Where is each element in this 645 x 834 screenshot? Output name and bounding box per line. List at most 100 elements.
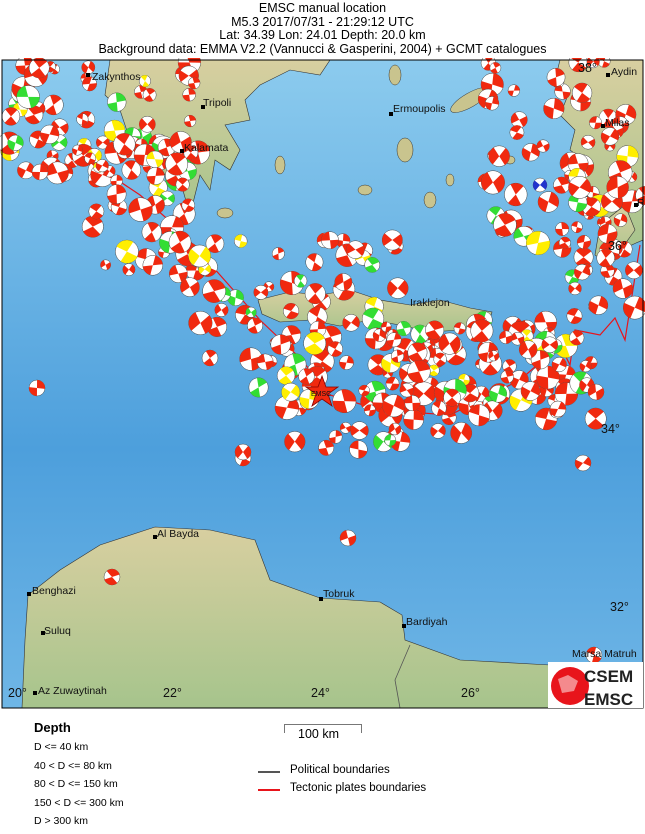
place-kalamata: Kalamata bbox=[184, 142, 229, 154]
focal-mechanism-icon bbox=[387, 277, 409, 299]
focal-mechanism-icon bbox=[504, 182, 528, 207]
focal-mechanism-icon bbox=[425, 320, 445, 340]
focal-mechanism-icon bbox=[39, 124, 60, 145]
focal-mechanism-icon bbox=[181, 198, 195, 212]
focal-mechanism-icon bbox=[399, 382, 415, 398]
focal-mechanism-icon bbox=[622, 295, 645, 320]
focal-mechanism-icon bbox=[571, 82, 593, 103]
focal-mechanism-icon bbox=[256, 353, 274, 371]
focal-mechanism-icon bbox=[543, 97, 565, 120]
focal-mechanism-icon bbox=[342, 314, 360, 332]
focal-mechanism-icon bbox=[17, 161, 35, 180]
focal-mechanism-icon bbox=[510, 111, 528, 129]
focal-mechanism-icon bbox=[361, 307, 385, 330]
focal-mechanism-icon bbox=[551, 356, 567, 373]
focal-mechanism-icon bbox=[549, 400, 567, 418]
logo-bottom-text: EMSC bbox=[584, 690, 633, 708]
focal-mechanisms bbox=[0, 58, 645, 664]
focal-mechanism-icon bbox=[431, 400, 447, 416]
focal-mechanism-icon bbox=[390, 431, 411, 452]
scale-bar bbox=[284, 724, 362, 733]
focal-mechanism-icon bbox=[613, 213, 628, 227]
focal-mechanism-icon bbox=[84, 152, 97, 165]
focal-mechanism-icon bbox=[271, 247, 285, 261]
focal-mechanism-icon bbox=[381, 229, 403, 251]
csem-emsc-logo: CSEM EMSC bbox=[548, 662, 643, 709]
place-al-bayda: Al Bayda bbox=[157, 528, 199, 540]
focal-mechanism-icon bbox=[510, 331, 525, 346]
focal-mechanism-icon bbox=[588, 295, 609, 315]
lat-label-38: 38° bbox=[578, 61, 597, 75]
focal-mechanism-icon bbox=[568, 58, 588, 73]
place-labels: Zakynthos Tripoli Kalamata Ermoupolis Ay… bbox=[27, 66, 645, 697]
focal-mechanism-icon bbox=[580, 134, 596, 150]
focal-mechanism-icon bbox=[28, 379, 46, 397]
focal-mechanism-icon bbox=[568, 176, 591, 199]
focal-mechanism-icon bbox=[202, 279, 226, 303]
focal-mechanism-icon bbox=[470, 319, 494, 343]
focal-mechanism-icon bbox=[428, 364, 440, 377]
logo-top-text: CSEM bbox=[584, 667, 633, 686]
focal-mechanism-icon bbox=[81, 215, 104, 238]
focal-mechanism-icon bbox=[304, 283, 326, 305]
lat-label-32: 32° bbox=[610, 600, 629, 614]
focal-mechanism-icon bbox=[555, 222, 570, 236]
focal-mechanism-icon bbox=[587, 383, 605, 401]
focal-mechanism-icon bbox=[122, 263, 136, 276]
event-info: M5.3 2017/07/31 - 21:29:12 UTC bbox=[231, 14, 414, 29]
focal-mechanism-icon bbox=[450, 422, 473, 444]
focal-mechanism-icon bbox=[72, 144, 83, 156]
focal-mechanism-icon bbox=[115, 239, 139, 264]
focal-mechanism-icon bbox=[318, 439, 335, 456]
depth-legend-title: Depth bbox=[34, 720, 71, 735]
tectonic-boundaries-label: Tectonic plates boundaries bbox=[290, 782, 427, 794]
focal-mechanism-icon bbox=[390, 349, 405, 363]
lon-label-20: 20° bbox=[8, 686, 27, 700]
focal-mechanism-icon bbox=[484, 96, 500, 111]
focal-mechanism-icon bbox=[339, 529, 357, 547]
focal-mechanism-icon bbox=[188, 310, 213, 335]
focal-mechanism-icon bbox=[468, 404, 491, 427]
political-line-swatch bbox=[258, 771, 280, 773]
focal-mechanism-icon bbox=[612, 278, 634, 299]
focal-mechanism-icon bbox=[169, 264, 188, 283]
focal-mechanism-icon bbox=[579, 360, 592, 373]
focal-mechanism-icon bbox=[282, 302, 300, 320]
focal-mechanism-icon bbox=[128, 197, 153, 222]
map-header: EMSC manual location M5.3 2017/07/31 - 2… bbox=[0, 1, 645, 56]
focal-mechanism-icon bbox=[489, 62, 502, 74]
focal-mechanism-icon bbox=[276, 366, 296, 385]
focal-mechanism-icon bbox=[121, 160, 142, 180]
focal-mechanism-icon bbox=[141, 222, 162, 243]
focal-mechanism-icon bbox=[1, 107, 21, 126]
focal-mechanism-icon bbox=[541, 336, 559, 353]
focal-mechanism-icon bbox=[573, 247, 594, 268]
focal-mechanism-icon bbox=[305, 253, 324, 272]
focal-mechanism-icon bbox=[95, 159, 109, 173]
focal-mechanism-icon bbox=[597, 223, 618, 244]
focal-mechanism-icon bbox=[281, 382, 301, 402]
focal-mechanism-icon bbox=[521, 143, 540, 162]
focal-mechanism-icon bbox=[386, 332, 402, 348]
seismicity-map[interactable]: EMSC Zakynthos Tripoli Kalamata Ermoupol… bbox=[0, 58, 645, 710]
focal-mechanism-icon bbox=[385, 376, 400, 391]
focal-mechanism-icon bbox=[201, 349, 219, 367]
place-suluq: Suluq bbox=[44, 625, 71, 637]
place-iraklejon: Iraklejon bbox=[410, 297, 450, 309]
focal-mechanism-icon bbox=[103, 568, 121, 586]
focal-mechanism-icon bbox=[488, 350, 500, 362]
focal-mechanism-icon bbox=[384, 434, 397, 447]
depth-class: 150 < D <= 300 km bbox=[34, 796, 124, 809]
depth-class: D > 300 km bbox=[34, 815, 88, 827]
focal-mechanism-icon bbox=[536, 139, 550, 153]
focal-mechanism-icon bbox=[573, 264, 591, 281]
focal-mechanism-icon bbox=[327, 341, 344, 357]
focal-mechanism-icon bbox=[576, 234, 591, 250]
focal-mechanism-icon bbox=[188, 244, 211, 268]
focal-mechanism-icon bbox=[499, 330, 513, 345]
focal-mechanism-icon bbox=[214, 303, 229, 317]
focal-mechanism-icon bbox=[606, 176, 629, 199]
focal-mechanism-icon bbox=[138, 74, 152, 88]
focal-mechanism-icon bbox=[146, 150, 164, 168]
epicenter-star-icon[interactable] bbox=[304, 374, 340, 408]
